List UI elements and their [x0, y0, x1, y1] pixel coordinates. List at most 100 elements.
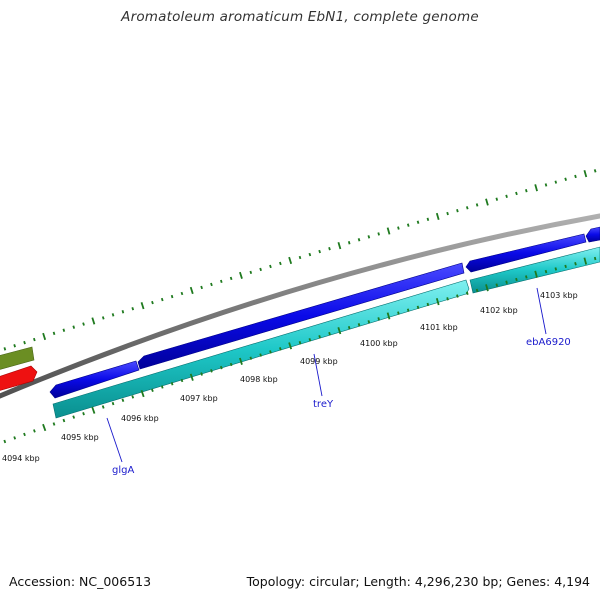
tick-mark — [593, 169, 597, 173]
tick-mark — [475, 203, 479, 207]
tick-mark — [416, 220, 420, 224]
tick-mark — [367, 320, 371, 324]
tick-mark — [180, 378, 184, 383]
tick-mark — [456, 208, 459, 213]
tick-mark — [72, 325, 76, 329]
tick-mark — [42, 423, 47, 432]
tick-mark — [505, 280, 508, 284]
tick-mark — [72, 415, 76, 419]
tick-mark — [249, 270, 253, 275]
tick-mark — [328, 331, 331, 336]
tick-mark — [386, 312, 391, 320]
tick-mark — [288, 342, 293, 350]
scale-label: 4096 kbp — [121, 414, 159, 423]
gene-arrow-red — [0, 365, 38, 391]
tick-mark — [564, 264, 567, 269]
tick-mark — [82, 412, 85, 416]
tick-mark — [475, 288, 479, 293]
tick-mark — [288, 256, 293, 265]
tick-mark — [180, 291, 184, 296]
tick-mark — [259, 267, 262, 272]
tick-mark — [219, 365, 223, 370]
scale-label: 4098 kbp — [240, 375, 278, 384]
tick-mark — [515, 191, 518, 196]
tick-mark — [328, 246, 331, 251]
tick-mark — [131, 307, 135, 311]
gene-label-leader — [106, 417, 123, 463]
tick-mark — [416, 305, 420, 310]
scale-label: 4097 kbp — [180, 394, 218, 403]
tick-mark — [397, 311, 400, 315]
tick-mark — [583, 257, 588, 265]
tick-mark — [279, 261, 282, 266]
tick-mark — [160, 297, 164, 302]
tick-mark — [435, 298, 440, 306]
tick-mark — [386, 227, 391, 235]
tick-mark — [397, 226, 400, 230]
tick-mark — [554, 267, 558, 271]
tick-mark — [239, 271, 243, 279]
tick-mark — [23, 432, 26, 437]
tick-mark — [377, 232, 380, 236]
tick-mark — [111, 313, 115, 317]
tick-mark — [318, 335, 321, 339]
tick-mark — [42, 332, 47, 341]
gene-label-ebA6920: ebA6920 — [526, 337, 571, 348]
map-title: Aromatoleum aromaticum EbN1, complete ge… — [121, 9, 479, 25]
outer-tick-ring — [3, 169, 597, 351]
tick-mark — [121, 310, 125, 314]
scale-label: 4099 kbp — [300, 357, 338, 366]
tick-mark — [525, 275, 528, 279]
tick-mark — [544, 183, 548, 187]
tick-mark — [151, 300, 154, 305]
tick-mark — [435, 212, 440, 221]
tick-mark — [269, 264, 272, 269]
tick-mark — [101, 405, 105, 409]
gene-arrow-forward — [137, 262, 465, 370]
tick-mark — [564, 177, 567, 181]
accession-text: Accession: NC_006513 — [9, 574, 152, 589]
tick-mark — [62, 418, 66, 423]
tick-mark — [170, 294, 174, 299]
tick-mark — [151, 388, 154, 393]
tick-mark — [574, 262, 577, 266]
tick-mark — [357, 238, 361, 242]
tick-mark — [200, 285, 203, 290]
gene-arrow-reverse — [469, 246, 600, 294]
gene-label-treY: treY — [313, 399, 334, 410]
genome-summary-text: Topology: circular; Length: 4,296,230 bp… — [246, 574, 590, 589]
tick-mark — [426, 217, 430, 222]
scale-label: 4094 kbp — [2, 454, 40, 463]
tick-mark — [210, 369, 213, 373]
scale-label: 4101 kbp — [420, 323, 458, 332]
tick-mark — [279, 347, 282, 351]
tick-mark — [140, 302, 145, 310]
gene-arrow-reverse — [52, 279, 470, 419]
tick-mark — [101, 316, 105, 320]
tick-mark — [131, 395, 135, 399]
tick-mark — [33, 337, 36, 342]
scale-label: 4100 kbp — [360, 339, 398, 348]
tick-mark — [13, 436, 17, 440]
tick-mark — [495, 197, 499, 201]
gene-label-glgA: glgA — [112, 465, 134, 476]
tick-mark — [505, 194, 508, 199]
tick-mark — [485, 284, 489, 292]
tick-mark — [160, 385, 164, 389]
tick-mark — [23, 340, 26, 345]
tick-mark — [337, 327, 342, 335]
tick-mark — [534, 184, 538, 192]
tick-mark — [406, 308, 410, 312]
tick-mark — [525, 188, 528, 193]
tick-mark — [189, 286, 194, 295]
tick-mark — [544, 269, 548, 274]
tick-mark — [446, 297, 449, 301]
tick-mark — [308, 252, 312, 257]
tick-mark — [583, 170, 588, 178]
tick-mark — [367, 235, 371, 239]
tick-mark — [466, 291, 469, 295]
genome-backbone — [0, 213, 600, 399]
tick-mark — [13, 344, 16, 348]
tick-mark — [554, 180, 558, 184]
tick-mark — [229, 276, 233, 281]
